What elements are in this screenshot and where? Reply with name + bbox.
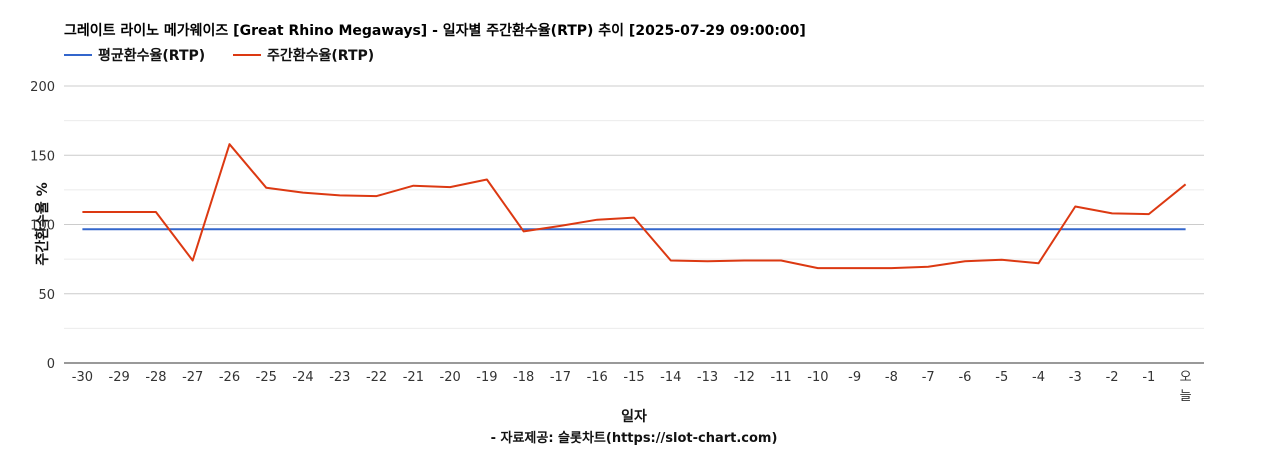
x-tick-label: -6 bbox=[958, 370, 971, 385]
x-axis-ticks: -30 -29 -28 -27 -26 -25 -24 -23 -22 -21 -20 -19 -18 -… bbox=[72, 370, 1192, 404]
x-tick-label: -4 bbox=[1032, 370, 1045, 385]
x-tick-label: -2 bbox=[1106, 370, 1119, 385]
weekly-rtp-line[interactable] bbox=[82, 143, 1187, 270]
x-tick-label: -8 bbox=[885, 370, 898, 385]
x-tick-label: -16 bbox=[587, 370, 608, 385]
legend[interactable]: 평균환수율(RTP) 주간환수율(RTP) bbox=[64, 47, 374, 64]
x-tick-label: -11 bbox=[770, 370, 791, 385]
x-tick-label: -22 bbox=[366, 370, 387, 385]
x-tick-label: -13 bbox=[697, 370, 718, 385]
x-tick-label: -3 bbox=[1069, 370, 1082, 385]
x-tick-label: -30 bbox=[72, 370, 93, 385]
x-tick-label: -19 bbox=[476, 370, 497, 385]
gridlines bbox=[64, 85, 1204, 329]
x-tick-label: -25 bbox=[256, 370, 277, 385]
y-tick-label: 0 bbox=[47, 357, 55, 372]
x-tick-label: -17 bbox=[550, 370, 571, 385]
x-tick-label: -1 bbox=[1142, 370, 1155, 385]
x-tick-label: -15 bbox=[623, 370, 644, 385]
chart-title: 그레이트 라이노 메가웨이즈 [Great Rhino Megaways] - … bbox=[64, 22, 806, 39]
x-tick-label: -18 bbox=[513, 370, 534, 385]
x-tick-label: -27 bbox=[182, 370, 203, 385]
legend-label-average: 평균환수율(RTP) bbox=[98, 47, 205, 64]
legend-label-weekly: 주간환수율(RTP) bbox=[267, 47, 374, 64]
x-tick-label: -5 bbox=[995, 370, 1008, 385]
x-tick-label: -14 bbox=[660, 370, 681, 385]
source-credit: - 자료제공: 슬롯차트(https://slot-chart.com) bbox=[491, 430, 778, 446]
y-tick-label: 100 bbox=[30, 219, 55, 234]
x-tick-label: -12 bbox=[734, 370, 755, 385]
y-axis-ticks: 0 50 100 150 200 bbox=[30, 80, 55, 372]
x-tick-label: -28 bbox=[145, 370, 166, 385]
x-axis-title: 일자 bbox=[621, 409, 647, 425]
x-tick-label: -29 bbox=[109, 370, 130, 385]
y-tick-label: 150 bbox=[30, 149, 55, 164]
x-tick-label: -7 bbox=[922, 370, 935, 385]
x-tick-label: -21 bbox=[403, 370, 424, 385]
x-tick-label: -10 bbox=[807, 370, 828, 385]
x-tick-label: -20 bbox=[440, 370, 461, 385]
y-axis-title: 주간환수율 % bbox=[34, 182, 51, 265]
y-tick-label: 50 bbox=[38, 288, 55, 303]
y-tick-label: 200 bbox=[30, 80, 55, 95]
x-tick-label: -9 bbox=[848, 370, 861, 385]
x-tick-label: -26 bbox=[219, 370, 240, 385]
x-tick-label: -23 bbox=[329, 370, 350, 385]
x-tick-label: -24 bbox=[292, 370, 313, 385]
series-lines[interactable] bbox=[82, 143, 1187, 270]
